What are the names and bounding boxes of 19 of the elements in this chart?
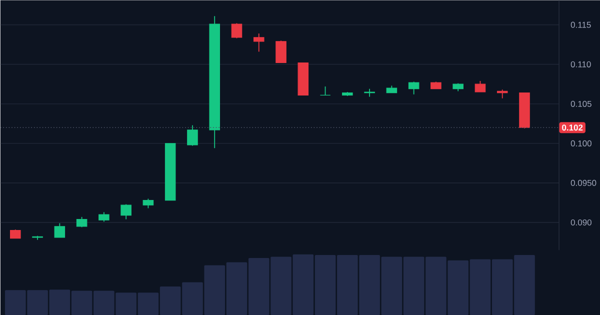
y-tick-label: 0.110 bbox=[570, 61, 591, 68]
y-tick-label: 0.105 bbox=[570, 100, 592, 107]
ref-line-label: 0.102 bbox=[562, 124, 583, 131]
candlestick bbox=[496, 89, 508, 99]
candlestick bbox=[231, 22, 242, 39]
candlestick bbox=[187, 124, 198, 146]
candlestick bbox=[408, 81, 420, 95]
candlestick bbox=[253, 33, 264, 52]
y-tick-label: 0.090 bbox=[570, 219, 592, 226]
y-tick-label: 0.115 bbox=[570, 22, 591, 28]
candlestick bbox=[142, 198, 154, 209]
y-tick-label: 0.0950 bbox=[570, 180, 596, 186]
candlestick bbox=[98, 212, 110, 222]
candlestick bbox=[474, 80, 486, 92]
candlestick bbox=[76, 216, 88, 228]
y-tick-label: 0.100 bbox=[570, 140, 592, 146]
candlestick bbox=[276, 40, 286, 64]
candlestick bbox=[120, 204, 132, 220]
candlestick bbox=[54, 222, 66, 238]
